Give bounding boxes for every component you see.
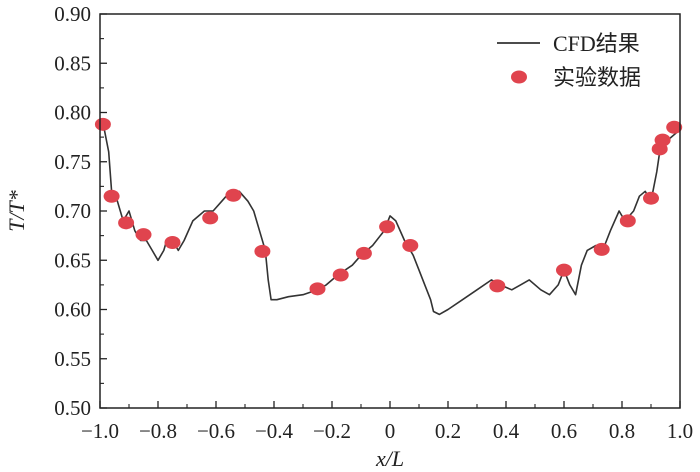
legend-cfd-label: CFD结果 (553, 31, 640, 56)
x-tick-label: −0.8 (139, 419, 177, 443)
x-tick-label: 0.2 (435, 419, 461, 443)
plot-frame (99, 13, 681, 409)
experiment-data-point (94, 117, 111, 131)
experiment-data-point (225, 188, 242, 202)
cfd-series-line (102, 122, 678, 316)
experiment-data-point (254, 244, 271, 258)
y-tick-label: 0.65 (54, 248, 91, 272)
y-tick-label: 0.60 (54, 298, 91, 322)
legend-experiment-marker (511, 70, 527, 84)
experiment-data-point (489, 279, 506, 293)
y-tick-label: 0.50 (54, 396, 91, 420)
experiment-data-point (643, 191, 659, 205)
y-tick-label: 0.55 (54, 347, 91, 371)
experiment-data-point (556, 263, 572, 277)
tick-labels: −1.0 −0.8 −0.6 −0.4 −0.2 0 0.2 0.4 0.6 0.8 1.0 0.50… (54, 2, 693, 443)
x-axis-title: x/L (375, 446, 404, 471)
series-layer (94, 117, 683, 316)
experiment-data-point (654, 133, 671, 147)
x-tick-label: 0.4 (493, 419, 520, 443)
x-tick-label: 0.6 (551, 419, 577, 443)
experiment-data-point (202, 211, 219, 225)
experiment-data-point (118, 216, 135, 230)
legend: CFD结果 实验数据 (497, 31, 641, 90)
experiment-data-point (379, 220, 396, 234)
y-axis-title: T/T* (4, 190, 29, 232)
y-tick-label: 0.75 (54, 150, 91, 174)
x-tick-label: 0.8 (609, 419, 635, 443)
y-tick-label: 0.85 (54, 51, 91, 75)
experiment-data-point (103, 189, 120, 203)
x-tick-label: 0 (385, 419, 396, 443)
x-tick-label: −0.2 (313, 419, 351, 443)
experiment-data-point (135, 228, 152, 242)
experiment-data-point (619, 214, 636, 228)
x-tick-label: −0.6 (197, 419, 235, 443)
x-tick-label: 1.0 (667, 419, 693, 443)
y-tick-label: 0.90 (54, 2, 91, 26)
experiment-data-point (355, 246, 372, 260)
y-tick-label: 0.80 (54, 101, 91, 125)
y-tick-label: 0.70 (54, 199, 91, 223)
x-tick-label: −0.4 (255, 419, 294, 443)
experiment-data-point (309, 282, 326, 296)
experiment-data-point (402, 238, 419, 252)
experiment-data-point (164, 236, 181, 250)
experiment-data-point (666, 120, 683, 134)
experiment-data-point (332, 268, 349, 282)
experiment-data-point (593, 242, 610, 256)
x-tick-label: −1.0 (81, 419, 119, 443)
legend-experiment-label: 实验数据 (553, 65, 641, 90)
